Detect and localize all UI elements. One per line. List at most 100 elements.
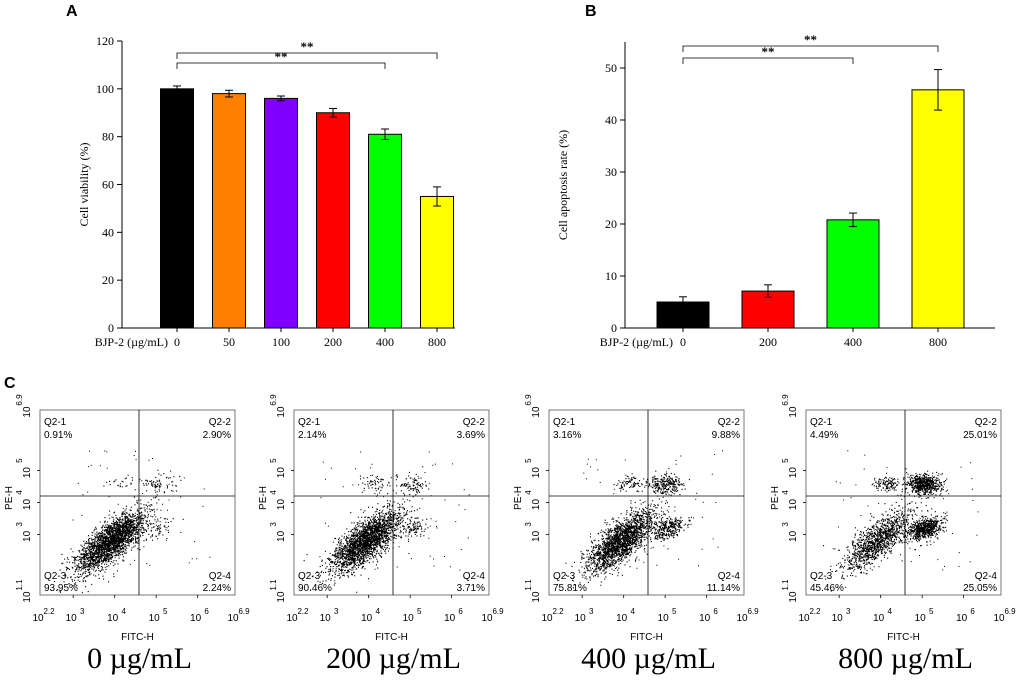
quadrant-q2-value: 2.90% [203, 430, 231, 441]
bar-200 [316, 112, 350, 329]
y-tick-exponent: 5 [524, 458, 533, 463]
y-tick-label: 10 [22, 530, 33, 542]
x-tick-label: 10 [798, 613, 810, 624]
x-tick-label: 10 [361, 613, 373, 624]
flow-plot-3: Q2-1 4.49% Q2-2 25.01% Q2-345.46% Q2-425.05% F… [770, 394, 1016, 643]
x-tick-exponent: 5 [929, 607, 934, 616]
chart-a-cell-viability: 0 20 40 60 80 100 120 Cell viability (%) BJP-2 (… [77, 34, 455, 349]
y-tick-exponent: 1.1 [781, 579, 790, 591]
x-tick-label: 10 [286, 613, 298, 624]
chart-c-flow-cytometry: Q2-10.91%Q2-22.90%Q2-393.95%Q2-42.24%FIT… [4, 394, 1016, 643]
y-tick-label: 10 [276, 499, 287, 511]
y-tick-label: 100 [96, 82, 114, 96]
y-tick-exponent: 4 [15, 490, 24, 495]
x-tick-label: 10 [107, 613, 119, 624]
significance-label: ** [762, 44, 775, 59]
x-axis-label: FITC-H [887, 632, 920, 643]
quadrant-q3-name: Q2-3 [44, 571, 67, 582]
y-tick-exponent: 5 [781, 458, 790, 463]
x-tick-exponent: 3 [589, 607, 594, 616]
x-tick-label: 10 [32, 613, 44, 624]
x-tick-exponent: 6.9 [747, 607, 759, 616]
quadrant-q4-name: Q2-4 [975, 571, 998, 582]
y-tick-exponent: 5 [269, 458, 278, 463]
x-tick-exponent: 3 [846, 607, 851, 616]
quadrant-q3-name: Q2-3 [810, 571, 833, 582]
x-tick-label: 10 [956, 613, 968, 624]
bar-100 [264, 97, 298, 329]
y-tick-label: 10 [22, 467, 33, 479]
y-tick-exponent: 6.9 [524, 394, 533, 406]
significance-bracket [682, 45, 939, 52]
significance-bracket [176, 52, 438, 59]
flow-caption-2: 400 µg/mL [581, 642, 716, 675]
x-tick-exponent: 5 [672, 607, 677, 616]
event-dots [823, 450, 979, 592]
y-tick-label: 0 [611, 321, 617, 335]
y-tick-label: 10 [531, 406, 542, 418]
x-tick-exponent: 6.9 [238, 607, 250, 616]
x-tick-exponent: 3 [80, 607, 85, 616]
quadrant-q4-name: Q2-4 [463, 571, 486, 582]
x-tick-label: 200 [759, 335, 777, 349]
y-tick-label: 20 [605, 217, 617, 231]
y-tick-exponent: 3 [781, 522, 790, 527]
quadrant-q3-value: 90.46% [298, 583, 332, 594]
event-dots [303, 451, 470, 593]
x-tick-label: 10 [227, 613, 239, 624]
y-tick-exponent: 3 [15, 522, 24, 527]
y-tick-label: 10 [788, 530, 799, 542]
x-tick-label: 50 [223, 335, 235, 349]
quadrant-q1-value: 0.91% [44, 430, 72, 441]
y-tick-exponent: 3 [269, 522, 278, 527]
significance-label: ** [275, 49, 288, 64]
y-axis-label: Cell viability (%) [77, 143, 91, 227]
y-tick-label: 10 [276, 591, 287, 603]
x-tick-label: 10 [190, 613, 202, 624]
x-tick-label: 800 [929, 335, 947, 349]
flow-plot-2: Q2-1 3.16% Q2-2 9.88% Q2-375.81% Q2-411.14% FI… [513, 394, 759, 643]
y-axis-label: PE-H [4, 486, 15, 510]
quadrant-q2-name: Q2-2 [975, 417, 998, 428]
quadrant-q2-name: Q2-2 [463, 417, 486, 428]
x-tick-label: 10 [873, 613, 885, 624]
x-axis-label: BJP-2 (µg/mL) [600, 335, 673, 349]
y-tick-exponent: 5 [15, 458, 24, 463]
quadrant-q4-name: Q2-4 [209, 571, 232, 582]
y-tick-label: 40 [102, 225, 114, 239]
flow-plot-1: Q2-1 2.14% Q2-2 3.69% Q2-390.46% Q2-43.71% FIT… [258, 394, 504, 643]
x-tick-exponent: 4 [630, 607, 635, 616]
bar-0 [160, 88, 194, 329]
x-axis-label: BJP-2 (µg/mL) [95, 335, 168, 349]
panel-label-c: C [4, 375, 16, 392]
event-dots [565, 450, 723, 589]
y-tick-exponent: 3 [524, 522, 533, 527]
y-tick-exponent: 6.9 [15, 394, 24, 406]
quadrant-q2-value: 9.88% [712, 430, 740, 441]
y-tick-label: 0 [108, 321, 114, 335]
y-tick-exponent: 4 [524, 490, 533, 495]
y-tick-label: 30 [605, 165, 617, 179]
quadrant-q2-value: 3.69% [457, 430, 485, 441]
y-tick-label: 10 [531, 591, 542, 603]
x-tick-label: 400 [844, 335, 862, 349]
x-tick-label: 0 [680, 335, 686, 349]
x-axis-label: FITC-H [630, 632, 663, 643]
x-tick-label: 10 [699, 613, 711, 624]
quadrant-q4-value: 2.24% [203, 583, 231, 594]
x-tick-exponent: 5 [163, 607, 168, 616]
x-tick-label: 200 [324, 335, 342, 349]
significance-bracket [682, 57, 854, 64]
y-tick-label: 10 [276, 467, 287, 479]
x-tick-label: 10 [149, 613, 161, 624]
flow-plot-0: Q2-1 0.91% Q2-2 2.90% Q2-393.95% Q2-42.24% FIT… [4, 394, 250, 643]
x-tick-label: 10 [320, 613, 332, 624]
x-tick-exponent: 6 [970, 607, 975, 616]
x-axis-label: FITC-H [121, 632, 154, 643]
quadrant-q1-name: Q2-1 [298, 417, 321, 428]
y-tick-label: 20 [102, 273, 114, 287]
y-tick-label: 10 [788, 591, 799, 603]
y-tick-label: 80 [102, 130, 114, 144]
y-tick-exponent: 4 [781, 490, 790, 495]
